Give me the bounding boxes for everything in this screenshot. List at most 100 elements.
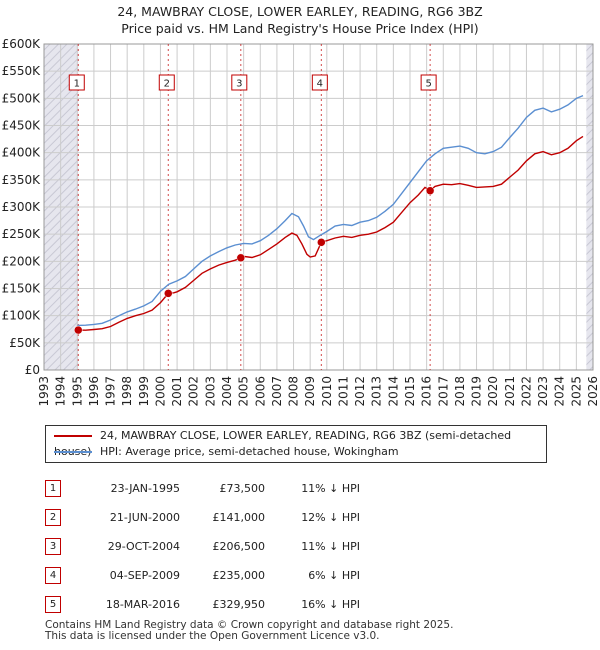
table-row: 1 23-JAN-1995 £73,500 11% ↓ HPI: [45, 474, 360, 503]
footer: Contains HM Land Registry data © Crown c…: [45, 620, 453, 642]
x-tick-label: 2012: [353, 376, 367, 407]
sale-hpi-diff: 12% ↓ HPI: [301, 511, 360, 524]
x-tick-label: 2023: [536, 376, 550, 407]
legend: 24, MAWBRAY CLOSE, LOWER EARLEY, READING…: [45, 425, 547, 463]
legend-item-hpi: HPI: Average price, semi-detached house,…: [54, 444, 399, 460]
sale-marker-box: [231, 74, 248, 91]
x-tick-label: 2000: [153, 376, 167, 407]
sale-marker-label: 5: [425, 79, 431, 90]
x-tick-label: 2018: [453, 376, 467, 407]
x-tick-label: 2021: [503, 376, 517, 407]
x-tick-label: 2025: [569, 376, 583, 407]
sale-hpi-diff: 11% ↓ HPI: [301, 540, 360, 553]
series-line-hpi: [77, 94, 584, 327]
y-tick-label: £550K: [2, 64, 42, 78]
legend-swatch-hpi: [54, 451, 92, 453]
y-tick-label: £200K: [2, 254, 42, 268]
legend-item-property: 24, MAWBRAY CLOSE, LOWER EARLEY, READING…: [54, 428, 546, 458]
x-tick-label: 2007: [270, 376, 284, 407]
sale-hpi-diff: 16% ↓ HPI: [301, 598, 360, 611]
y-tick-label: £250K: [2, 227, 42, 241]
sale-marker-label: 3: [236, 79, 242, 90]
x-tick-label: 2013: [370, 376, 384, 407]
sale-number-box: 2: [45, 509, 61, 526]
x-tick-label: 2015: [403, 376, 417, 407]
sale-marker-label: 4: [317, 79, 323, 90]
sale-marker-label: 2: [164, 79, 170, 90]
sale-date: 23-JAN-1995: [110, 482, 180, 495]
sale-number-box: 4: [45, 567, 61, 584]
x-tick-label: 1994: [54, 376, 68, 407]
transactions-table: 1 23-JAN-1995 £73,500 11% ↓ HPI 2 21-JUN…: [45, 474, 360, 619]
x-tick-label: 2016: [420, 376, 434, 407]
x-tick-label: 2024: [553, 376, 567, 407]
sale-date: 04-SEP-2009: [109, 569, 180, 582]
sale-marker-label: 1: [74, 79, 80, 90]
x-tick-label: 1995: [70, 376, 84, 407]
sale-marker-box: [420, 74, 437, 91]
sale-price: £141,000: [212, 511, 266, 524]
sale-point: [74, 325, 83, 335]
x-tick-label: 2011: [336, 376, 350, 407]
x-tick-label: 2009: [303, 376, 317, 407]
sale-hpi-diff: 11% ↓ HPI: [301, 482, 360, 495]
sale-marker-box: [68, 74, 85, 91]
y-tick-label: £500K: [2, 91, 42, 105]
x-tick-label: 1993: [37, 376, 51, 407]
x-tick-label: 1999: [137, 376, 151, 407]
sale-price: £73,500: [219, 482, 266, 495]
sale-marker-box: [158, 74, 175, 91]
chart-subtitle: Price paid vs. HM Land Registry's House …: [121, 21, 479, 36]
x-tick-label: 2017: [436, 376, 450, 407]
sale-date: 29-OCT-2004: [107, 540, 180, 553]
x-tick-label: 2026: [586, 376, 600, 407]
y-tick-label: £0: [25, 363, 40, 377]
sale-price: £329,950: [212, 598, 266, 611]
footer-copyright: Contains HM Land Registry data © Crown c…: [45, 619, 454, 631]
legend-label-hpi: HPI: Average price, semi-detached house,…: [100, 445, 399, 458]
sale-point: [425, 186, 435, 195]
sale-point: [236, 253, 246, 263]
chart-title: 24, MAWBRAY CLOSE, LOWER EARLEY, READING…: [117, 4, 483, 19]
plot-border: [43, 43, 594, 371]
sale-date: 21-JUN-2000: [109, 511, 180, 524]
x-tick-label: 2001: [170, 376, 184, 407]
y-tick-label: £450K: [2, 119, 42, 133]
x-tick-label: 1997: [104, 376, 118, 407]
sale-hpi-diff: 6% ↓ HPI: [308, 569, 360, 582]
sale-price: £206,500: [212, 540, 266, 553]
x-tick-label: 2010: [320, 376, 334, 407]
x-tick-label: 2022: [519, 376, 533, 407]
y-tick-label: £100K: [2, 309, 42, 323]
table-row: 5 18-MAR-2016 £329,950 16% ↓ HPI: [45, 590, 360, 619]
sale-point: [317, 238, 326, 247]
sale-number-box: 3: [45, 538, 61, 555]
sale-point: [164, 289, 173, 298]
x-tick-label: 2003: [203, 376, 217, 407]
y-tick-label: £50K: [9, 336, 41, 350]
x-tick-label: 2020: [486, 376, 500, 407]
x-tick-label: 2019: [470, 376, 484, 407]
price-chart: £0 £50K £100K £150K £200K £250K £300K £350K £400…: [2, 37, 600, 407]
y-tick-label: £300K: [2, 200, 42, 214]
x-tick-label: 2008: [287, 376, 301, 407]
sale-number-box: 5: [45, 596, 61, 613]
legend-swatch-property: [54, 435, 92, 437]
table-row: 4 04-SEP-2009 £235,000 6% ↓ HPI: [45, 561, 360, 590]
y-tick-label: £600K: [2, 37, 42, 51]
x-tick-label: 2005: [237, 376, 251, 407]
y-tick-label: £400K: [2, 146, 42, 160]
sale-marker-box: [311, 74, 328, 91]
x-tick-label: 2014: [386, 376, 400, 407]
x-tick-label: 2002: [187, 376, 201, 407]
x-tick-label: 2006: [253, 376, 267, 407]
y-tick-label: £150K: [2, 282, 42, 296]
x-tick-label: 2004: [220, 376, 234, 407]
table-row: 3 29-OCT-2004 £206,500 11% ↓ HPI: [45, 532, 360, 561]
table-row: 2 21-JUN-2000 £141,000 12% ↓ HPI: [45, 503, 360, 532]
sale-price: £235,000: [212, 569, 266, 582]
sale-number-box: 1: [45, 480, 61, 497]
x-tick-label: 1996: [87, 376, 101, 407]
x-tick-label: 1998: [120, 376, 134, 407]
y-tick-label: £350K: [2, 173, 42, 187]
